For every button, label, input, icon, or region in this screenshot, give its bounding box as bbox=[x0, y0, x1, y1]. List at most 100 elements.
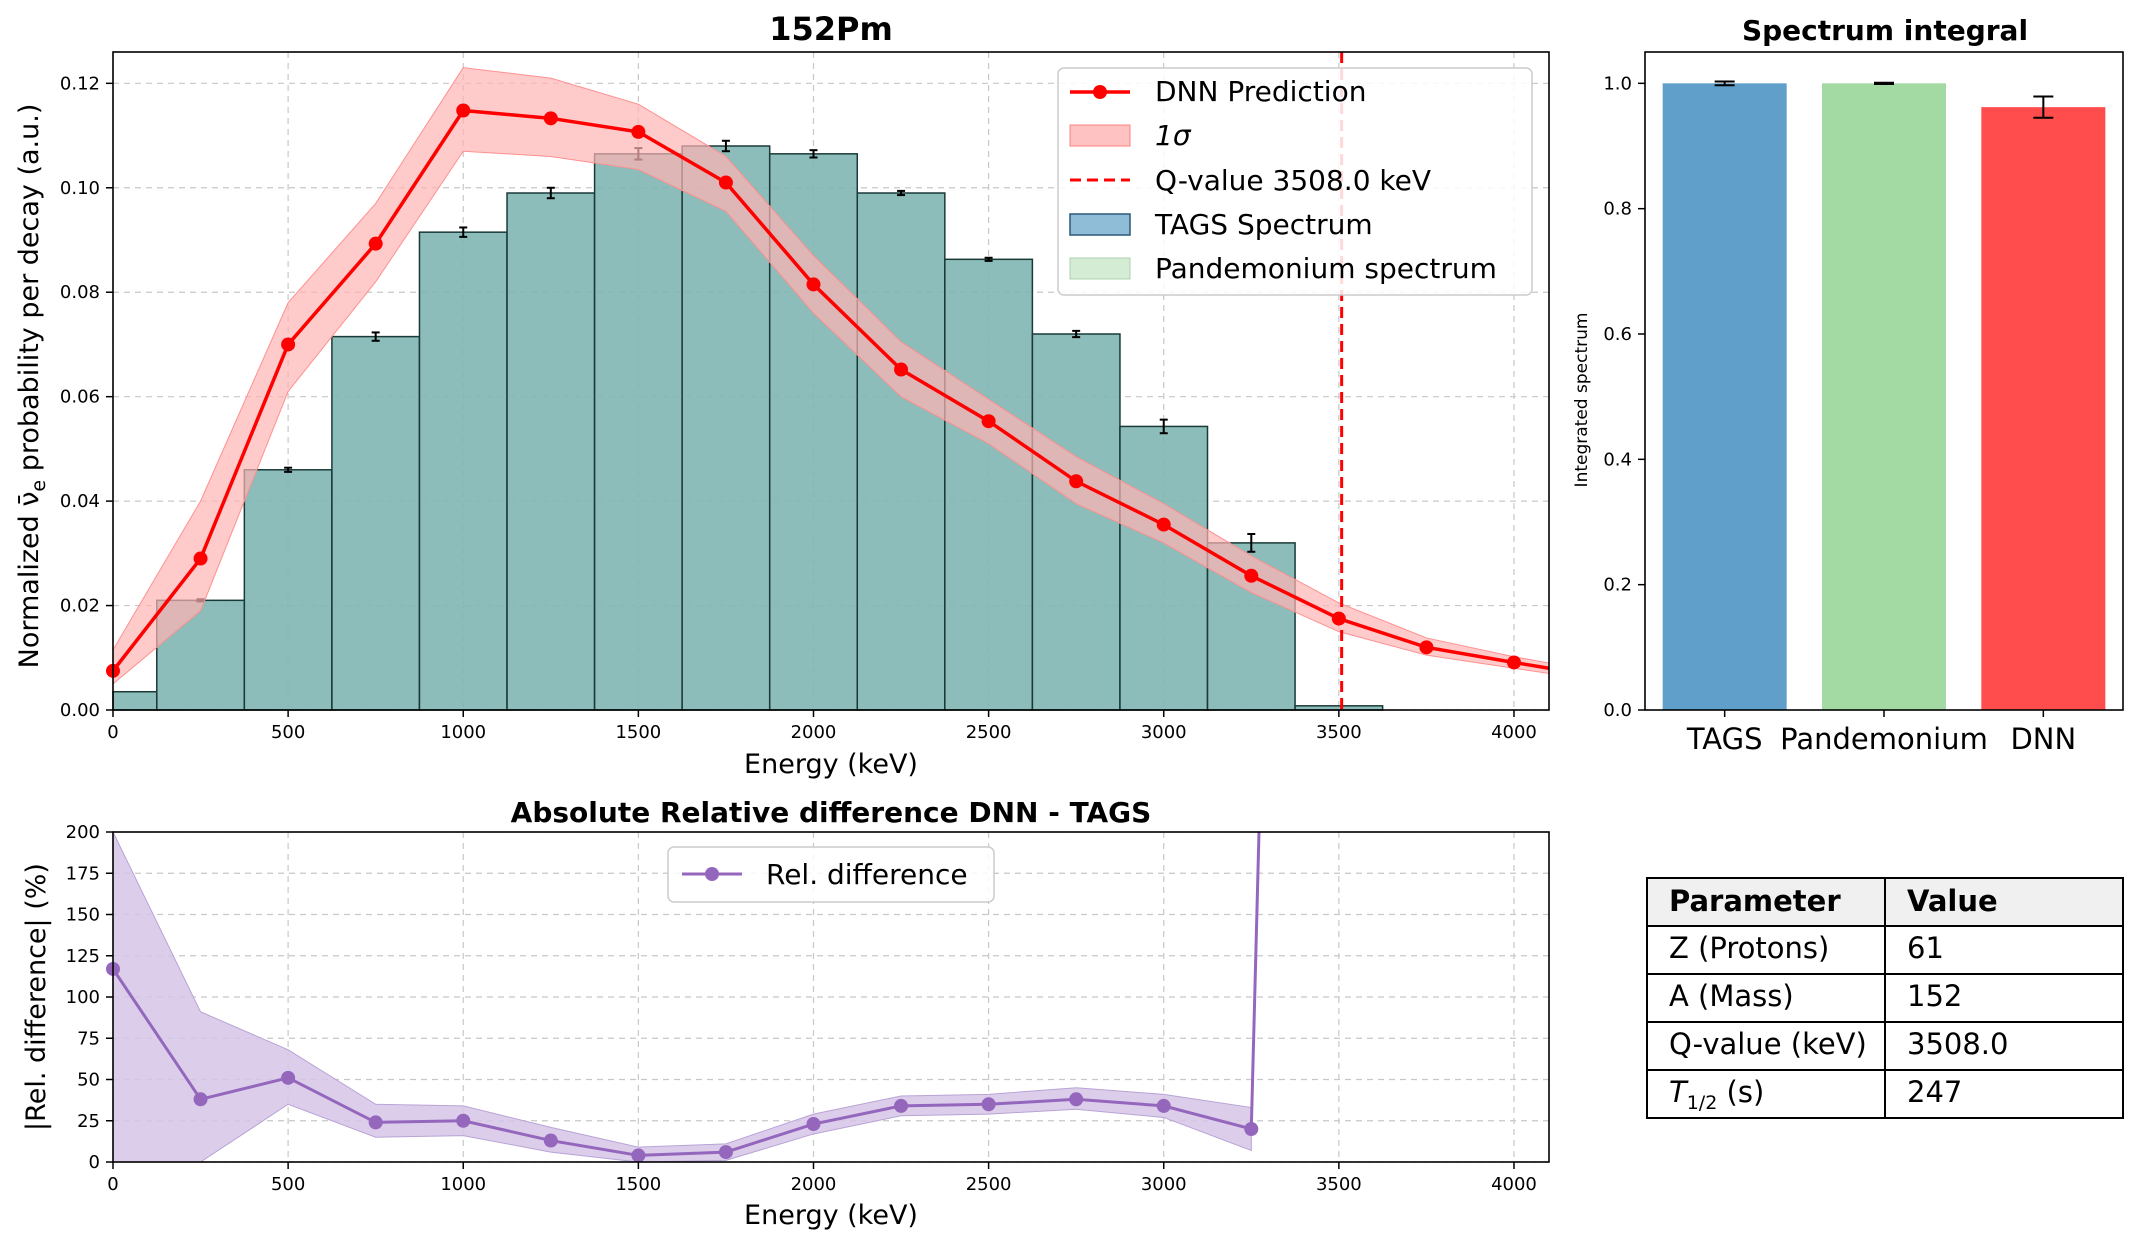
rel-legend: Rel. difference bbox=[667, 846, 995, 903]
rel-x-tick-label: 1500 bbox=[615, 1174, 661, 1195]
tags-bar bbox=[506, 192, 596, 711]
rel-x-tick-label: 4000 bbox=[1491, 1174, 1537, 1195]
rel-point bbox=[281, 1070, 296, 1085]
rel-point bbox=[631, 1148, 646, 1163]
rel-legend-label: Rel. difference bbox=[766, 858, 968, 891]
rel-difference-line bbox=[106, 831, 1261, 1163]
main-ylabel: Normalized ν̄e probability per decay (a.… bbox=[14, 104, 50, 669]
dnn-point bbox=[281, 337, 296, 352]
main-chart: 152Pm 0 500 1000 1500 2000 2500 3000 3500 4000 0.… bbox=[14, 10, 1550, 780]
dnn-prediction-line bbox=[106, 103, 1550, 678]
rel-y-tick-label: 75 bbox=[77, 1028, 100, 1049]
dnn-point bbox=[1331, 611, 1346, 626]
dnn-point bbox=[1506, 655, 1521, 670]
rel-point bbox=[456, 1113, 471, 1128]
table-cell-z-label: Z (Protons) bbox=[1669, 931, 1829, 965]
tags-bar bbox=[856, 192, 946, 711]
rel-point bbox=[368, 1115, 383, 1130]
legend-label-qvalue: Q-value 3508.0 keV bbox=[1155, 164, 1431, 197]
dnn-point bbox=[368, 236, 383, 251]
legend-label-dnn: DNN Prediction bbox=[1155, 75, 1366, 108]
legend-item-qvalue: Q-value 3508.0 keV bbox=[1070, 164, 1431, 197]
table-cell-a-value: 152 bbox=[1907, 979, 1962, 1013]
main-title: 152Pm bbox=[769, 10, 893, 48]
y-tick-label: 0.04 bbox=[60, 491, 100, 512]
integral-bars bbox=[1662, 80, 2106, 711]
y-tick-label: 0.06 bbox=[60, 387, 100, 408]
integral-ylabel: Integrated spectrum bbox=[1572, 313, 1592, 488]
rel-legend-box bbox=[667, 846, 995, 903]
rel-point bbox=[1069, 1092, 1084, 1107]
main-legend: DNN Prediction 1σ Q-value 3508.0 keV TAG… bbox=[1057, 67, 1533, 296]
legend-label-tags: TAGS Spectrum bbox=[1154, 208, 1373, 241]
legend-item-sigma: 1σ bbox=[1069, 119, 1192, 152]
dnn-line bbox=[111, 108, 1550, 672]
rel-point bbox=[1244, 1122, 1259, 1136]
rel-x-tick-label: 2500 bbox=[966, 1174, 1012, 1195]
rel-axes: 0 500 1000 1500 2000 2500 3000 3500 4000 0 25 50 75 1… bbox=[66, 822, 1550, 1195]
rel-band-area bbox=[112, 831, 1252, 1163]
rel-y-tick-label: 50 bbox=[77, 1070, 100, 1091]
table-header-value: Value bbox=[1907, 884, 1998, 918]
tags-bar bbox=[944, 258, 1034, 711]
dnn-point bbox=[1156, 517, 1171, 532]
rel-point bbox=[894, 1098, 909, 1113]
tags-bar bbox=[112, 690, 158, 711]
integral-y-tick-label: 0.6 bbox=[1603, 324, 1632, 345]
tags-histogram bbox=[112, 139, 1384, 711]
legend-box bbox=[1057, 67, 1533, 296]
rel-point bbox=[543, 1133, 558, 1148]
dnn-point bbox=[718, 175, 733, 190]
rel-band bbox=[112, 831, 1252, 1163]
tags-bar bbox=[1119, 425, 1209, 711]
rel-chart: Absolute Relative difference DNN - TAGS … bbox=[21, 796, 1550, 1231]
integral-x-tick-label: TAGS bbox=[1686, 722, 1763, 756]
table-cell-halflife-value: 247 bbox=[1907, 1075, 1962, 1109]
x-tick-label: 2000 bbox=[791, 722, 837, 743]
dnn-point bbox=[456, 103, 471, 118]
dnn-point bbox=[981, 414, 996, 429]
integral-y-tick-label: 0.0 bbox=[1603, 700, 1632, 721]
rel-title: Absolute Relative difference DNN - TAGS bbox=[511, 796, 1152, 829]
legend-label-sigma: 1σ bbox=[1155, 119, 1192, 152]
table-cell-q-value: 3508.0 bbox=[1907, 1027, 2008, 1061]
integral-y-tick-label: 1.0 bbox=[1603, 73, 1632, 94]
integral-x-tick-label: DNN bbox=[2010, 722, 2076, 756]
table-cell-a-label: A (Mass) bbox=[1669, 979, 1794, 1013]
dnn-point bbox=[193, 551, 208, 566]
rel-point bbox=[718, 1145, 733, 1160]
integral-bar bbox=[1662, 83, 1787, 711]
main-axes: 0 500 1000 1500 2000 2500 3000 3500 4000 0.00 0.02… bbox=[60, 51, 1550, 743]
dnn-point bbox=[806, 277, 821, 292]
rel-y-tick-label: 175 bbox=[66, 863, 100, 884]
y-tick-label: 0.00 bbox=[60, 700, 100, 721]
rel-x-tick-label: 3500 bbox=[1316, 1174, 1362, 1195]
dnn-point bbox=[631, 124, 646, 139]
rel-y-tick-label: 125 bbox=[66, 946, 100, 967]
legend-item-dnn: DNN Prediction bbox=[1070, 75, 1366, 108]
rel-y-tick-label: 25 bbox=[77, 1111, 100, 1132]
parameter-table: Parameter Value Z (Protons) 61 A (Mass) … bbox=[1646, 877, 2124, 1119]
main-frame bbox=[112, 51, 1550, 711]
integral-bar bbox=[1822, 83, 1946, 711]
x-tick-label: 1000 bbox=[440, 722, 486, 743]
rel-ylabel: |Rel. difference| (%) bbox=[21, 863, 52, 1131]
integral-chart: Spectrum integral 0.0 0.2 0.4 0.6 0.8 1.0 TAGS… bbox=[1572, 14, 2124, 756]
x-tick-label: 0 bbox=[107, 722, 118, 743]
tags-bar bbox=[243, 469, 333, 711]
x-tick-label: 3000 bbox=[1141, 722, 1187, 743]
integral-title: Spectrum integral bbox=[1742, 14, 2028, 47]
table-cell-q-label: Q-value (keV) bbox=[1669, 1027, 1867, 1061]
rel-x-tick-label: 0 bbox=[107, 1174, 118, 1195]
y-tick-label: 0.08 bbox=[60, 282, 100, 303]
x-tick-label: 4000 bbox=[1491, 722, 1537, 743]
rel-x-tick-label: 3000 bbox=[1141, 1174, 1187, 1195]
table-header-parameter: Parameter bbox=[1669, 884, 1841, 918]
dnn-point bbox=[543, 111, 558, 126]
tags-bar bbox=[418, 231, 508, 711]
rel-y-tick-label: 150 bbox=[66, 905, 100, 926]
rel-x-tick-label: 2000 bbox=[791, 1174, 837, 1195]
dnn-point bbox=[1244, 568, 1259, 583]
y-tick-label: 0.10 bbox=[60, 178, 100, 199]
